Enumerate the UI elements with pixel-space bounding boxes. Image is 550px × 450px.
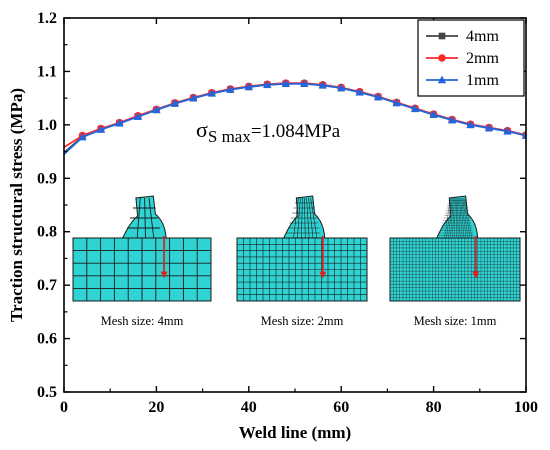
legend-item: 1mm [426, 72, 499, 89]
mesh-caption: Mesh size: 4mm [101, 314, 184, 328]
mesh-caption: Mesh size: 2mm [261, 314, 344, 328]
y-tick-label: 0.5 [37, 384, 57, 401]
weld-mesh [286, 197, 321, 239]
max-stress-annotation: σS max=1.084MPa [196, 117, 341, 146]
data-point [96, 125, 106, 133]
mesh-grid [237, 238, 367, 301]
x-tick-label: 100 [514, 399, 538, 416]
mesh-grid [390, 238, 520, 301]
y-tick-label: 0.8 [37, 224, 57, 241]
legend-marker [438, 54, 446, 62]
series-1mm [64, 79, 526, 155]
load-arrow-head [472, 271, 480, 279]
data-point [189, 93, 198, 102]
weld-mesh [126, 197, 161, 239]
legend-label: 1mm [466, 72, 499, 89]
x-tick-label: 80 [426, 399, 442, 416]
data-point [355, 87, 364, 96]
weld-fillet [436, 195, 479, 239]
annotation-subscript: S max [208, 127, 251, 146]
data-point [133, 112, 143, 121]
mesh-inset: Mesh size: 1mm [389, 195, 521, 328]
data-point [170, 99, 180, 107]
data-point [429, 110, 438, 118]
mesh-insets: Mesh size: 4mm Mesh size: 2mm Mesh size: 1… [72, 195, 521, 328]
legend-marker [438, 32, 446, 40]
legend-label: 2mm [466, 50, 499, 67]
data-point [115, 118, 124, 127]
mesh-inset: Mesh size: 2mm [236, 195, 368, 328]
data-point [152, 105, 161, 114]
y-tick-label: 0.9 [37, 170, 57, 187]
data-point [78, 132, 87, 141]
x-tick-label: 60 [333, 399, 349, 416]
axis-ticks: 0 20 40 60 80 100 0.5 0.6 0.7 0.8 0.9 1.0 1.1 1.2 [37, 10, 538, 416]
x-tick-label: 0 [60, 399, 68, 416]
load-arrow-head [319, 271, 327, 279]
y-tick-label: 0.6 [37, 331, 57, 348]
x-tick-label: 40 [241, 399, 257, 416]
legend-item: 4mm [426, 28, 499, 45]
data-point [447, 115, 457, 124]
data-point [392, 98, 401, 107]
weld-mesh [438, 197, 474, 239]
series-line [64, 82, 526, 155]
data-point [244, 82, 253, 91]
data-point [300, 79, 309, 87]
y-tick-label: 1.0 [37, 117, 57, 134]
x-axis-title: Weld line (mm) [239, 423, 351, 442]
mesh-caption: Mesh size: 1mm [414, 314, 497, 328]
data-point [521, 131, 526, 139]
y-tick-label: 1.1 [37, 63, 57, 80]
mesh-grid [73, 238, 211, 301]
data-point [337, 83, 346, 92]
data-point [410, 104, 420, 113]
data-point [373, 92, 383, 101]
data-point [318, 80, 327, 89]
x-tick-label: 20 [148, 399, 164, 416]
series-layer [64, 79, 526, 155]
legend-marker [437, 75, 447, 84]
legend-label: 4mm [466, 28, 499, 45]
annotation-value: =1.084MPa [251, 121, 341, 142]
legend-item: 2mm [426, 50, 499, 67]
data-point [466, 120, 475, 129]
data-point [263, 80, 272, 88]
data-point [226, 85, 235, 93]
legend: 4mm 2mm 1mm [417, 19, 525, 97]
y-tick-label: 1.2 [37, 10, 57, 27]
weld-fillet [121, 195, 167, 239]
data-point [484, 123, 494, 132]
data-point [503, 126, 512, 135]
y-axis-title: Traction structural stress (MPa) [7, 88, 26, 322]
annotation-sigma: σ [196, 117, 208, 142]
weld-fillet [283, 195, 326, 239]
data-point [207, 88, 217, 97]
mesh-inset: Mesh size: 4mm [72, 195, 212, 328]
load-arrow-head [160, 271, 168, 279]
y-tick-label: 0.7 [37, 277, 57, 294]
data-point [281, 79, 290, 87]
